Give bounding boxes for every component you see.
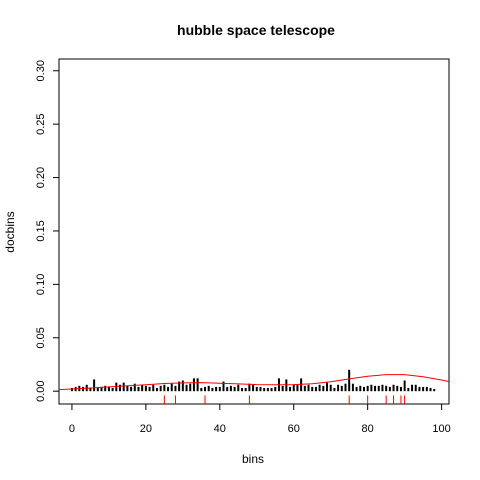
x-axis: 0 20 40 60 80 100: [69, 404, 451, 435]
x-tick-label: 100: [432, 423, 450, 435]
x-axis-label: bins: [242, 452, 264, 466]
y-tick-label: 0.30: [35, 60, 47, 81]
x-tick-label: 40: [214, 423, 226, 435]
x-tick-label: 0: [69, 423, 75, 435]
y-axis-label: docbins: [3, 211, 17, 252]
chart-title: hubble space telescope: [177, 22, 335, 38]
y-tick-label: 0.15: [35, 220, 47, 241]
plot-frame: [58, 58, 450, 405]
x-tick-label: 20: [140, 423, 152, 435]
y-axis: 0.00 0.05 0.10 0.15 0.20 0.25 0.30: [35, 60, 59, 402]
y-tick-label: 0.10: [35, 274, 47, 295]
density-curve: [58, 374, 450, 391]
x-tick-label: 80: [362, 423, 374, 435]
y-tick-label: 0.00: [35, 380, 47, 401]
density-curve-group: [58, 374, 450, 391]
x-tick-label: 60: [288, 423, 300, 435]
y-tick-label: 0.05: [35, 327, 47, 348]
histogram-spikes: [70, 369, 436, 392]
y-tick-label: 0.25: [35, 113, 47, 134]
rug-marks: [163, 395, 406, 404]
y-tick-label: 0.20: [35, 167, 47, 188]
